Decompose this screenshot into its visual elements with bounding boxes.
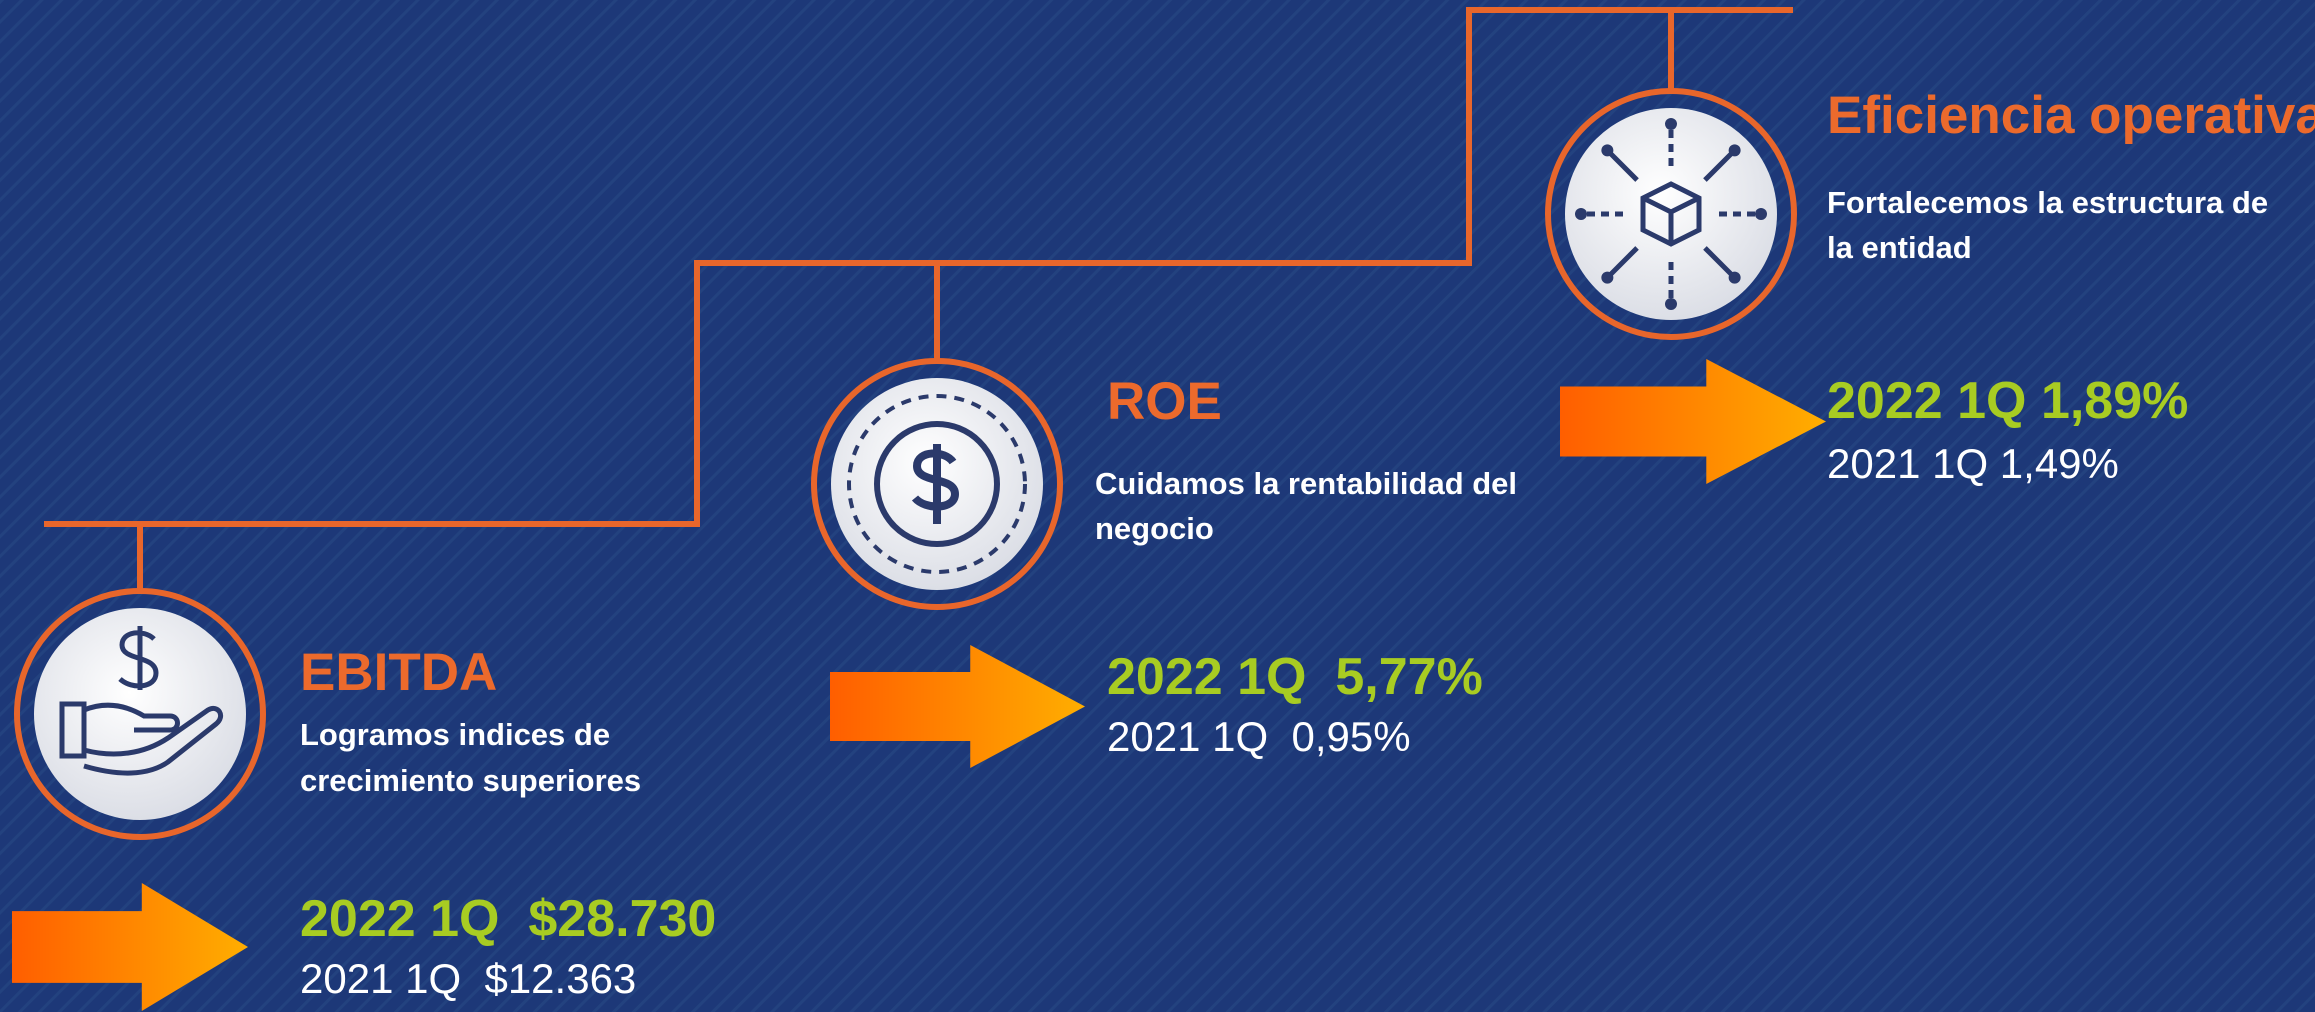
item: Eficiencia operativa Fortalecemos la estr… — [1545, 10, 2315, 487]
item-description: Fortalecemos la estructura de — [1827, 185, 2268, 220]
previous-value: 2021 1Q 1,49% — [1827, 440, 2119, 487]
item-description: Cuidamos la rentabilidad del — [1095, 466, 1517, 501]
icon-arrow-head — [1728, 271, 1741, 284]
previous-value: 2021 1Q 0,95% — [1107, 713, 1411, 760]
icon-ring — [847, 394, 1027, 574]
current-value: 2022 1Q $28.730 — [300, 890, 716, 948]
icon-arrow — [1607, 246, 1639, 278]
current-value: 2022 1Q 5,77% — [1107, 648, 1483, 706]
icon-arrow-head — [1665, 298, 1677, 310]
staircase-line — [44, 7, 1793, 527]
item-description: Logramos indices de — [300, 717, 610, 752]
icon-dollar — [911, 444, 960, 524]
icon-arrow-head — [1728, 144, 1741, 157]
icon-ring-outer — [811, 358, 1063, 610]
previous-value: 2021 1Q $12.363 — [300, 955, 636, 1002]
item: EBITDA Logramos indices de crecimiento sup… — [12, 524, 716, 1011]
icon-arrow-head — [1575, 208, 1587, 220]
icon-box — [1640, 181, 1702, 247]
item-description: crecimiento superiores — [300, 763, 641, 798]
icon-dollar — [118, 626, 159, 690]
item-title: EBITDA — [300, 643, 497, 702]
icon-arrow-head — [1665, 118, 1677, 130]
icon-coin — [874, 421, 1000, 547]
item-title: ROE — [1107, 372, 1222, 431]
arrow — [830, 645, 1085, 768]
icon-arrow — [1703, 150, 1735, 182]
icon-hand — [59, 701, 223, 776]
icon-ring-outer — [1545, 88, 1797, 340]
icon-arrow-head — [1601, 144, 1614, 157]
current-value: 2022 1Q 1,89% — [1827, 372, 2188, 430]
arrow — [1560, 359, 1826, 484]
item-description: negocio — [1095, 511, 1214, 546]
items: EBITDA Logramos indices de crecimiento sup… — [12, 10, 2315, 1011]
icon-ring-outer — [14, 588, 266, 840]
arrow — [12, 883, 248, 1011]
icon-arrow — [1607, 150, 1639, 182]
item: ROE Cuidamos la rentabilidad del negocio 20… — [811, 263, 1517, 768]
icon-arrow — [1703, 246, 1735, 278]
item-description: la entidad — [1827, 230, 1972, 265]
icon-arrow-head — [1755, 208, 1767, 220]
item-title: Eficiencia operativa — [1827, 86, 2315, 145]
icon-arrow-head — [1601, 271, 1614, 284]
